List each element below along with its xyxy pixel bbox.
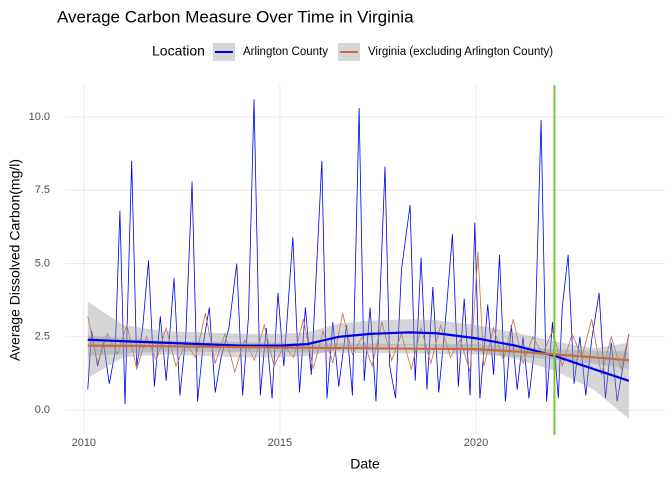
data-line: [87, 99, 630, 405]
data-line: [87, 251, 630, 376]
x-axis-title: Date: [350, 456, 380, 472]
chart-title: Average Carbon Measure Over Time in Virg…: [57, 7, 414, 26]
y-tick-label: 0.0: [35, 404, 50, 416]
y-axis-title: Average Dissolved Carbon(mg/l): [7, 159, 23, 361]
y-tick-label: 2.5: [35, 331, 50, 343]
legend-label: Virginia (excluding Arlington County): [368, 46, 553, 58]
y-tick-label: 7.5: [35, 184, 50, 196]
x-tick-label: 2020: [464, 437, 488, 449]
legend-title: Location: [152, 43, 205, 59]
confidence-band: [87, 301, 629, 419]
smooth-line: [87, 344, 630, 362]
smooth-line: [87, 331, 630, 382]
confidence-band: [87, 335, 629, 370]
legend-label: Arlington County: [243, 46, 328, 58]
x-tick-label: 2015: [268, 437, 292, 449]
y-tick-label: 10.0: [29, 111, 50, 123]
y-tick-label: 5.0: [35, 257, 50, 269]
x-tick-label: 2010: [72, 437, 96, 449]
